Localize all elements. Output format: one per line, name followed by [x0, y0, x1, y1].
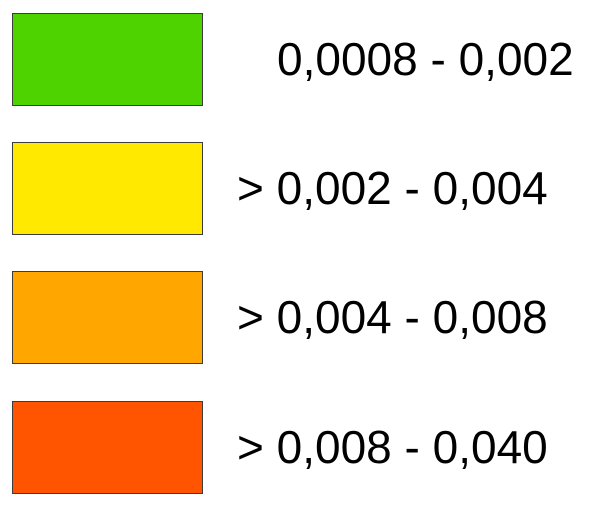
legend-label: 0,0008 - 0,002 [277, 33, 574, 85]
legend-label: > 0,004 - 0,008 [237, 291, 548, 343]
legend-item: > 0,002 - 0,004 [0, 142, 596, 237]
legend-swatch-yellow [12, 142, 203, 235]
legend-swatch-orange [12, 271, 203, 364]
legend-label: > 0,008 - 0,040 [237, 421, 548, 473]
legend-item: > 0,008 - 0,040 [0, 401, 596, 496]
legend-swatch-green [12, 13, 203, 106]
legend-item: 0,0008 - 0,002 [0, 13, 596, 108]
legend-item: > 0,004 - 0,008 [0, 271, 596, 366]
legend-swatch-red-orange [12, 401, 203, 494]
legend-label: > 0,002 - 0,004 [237, 162, 548, 214]
